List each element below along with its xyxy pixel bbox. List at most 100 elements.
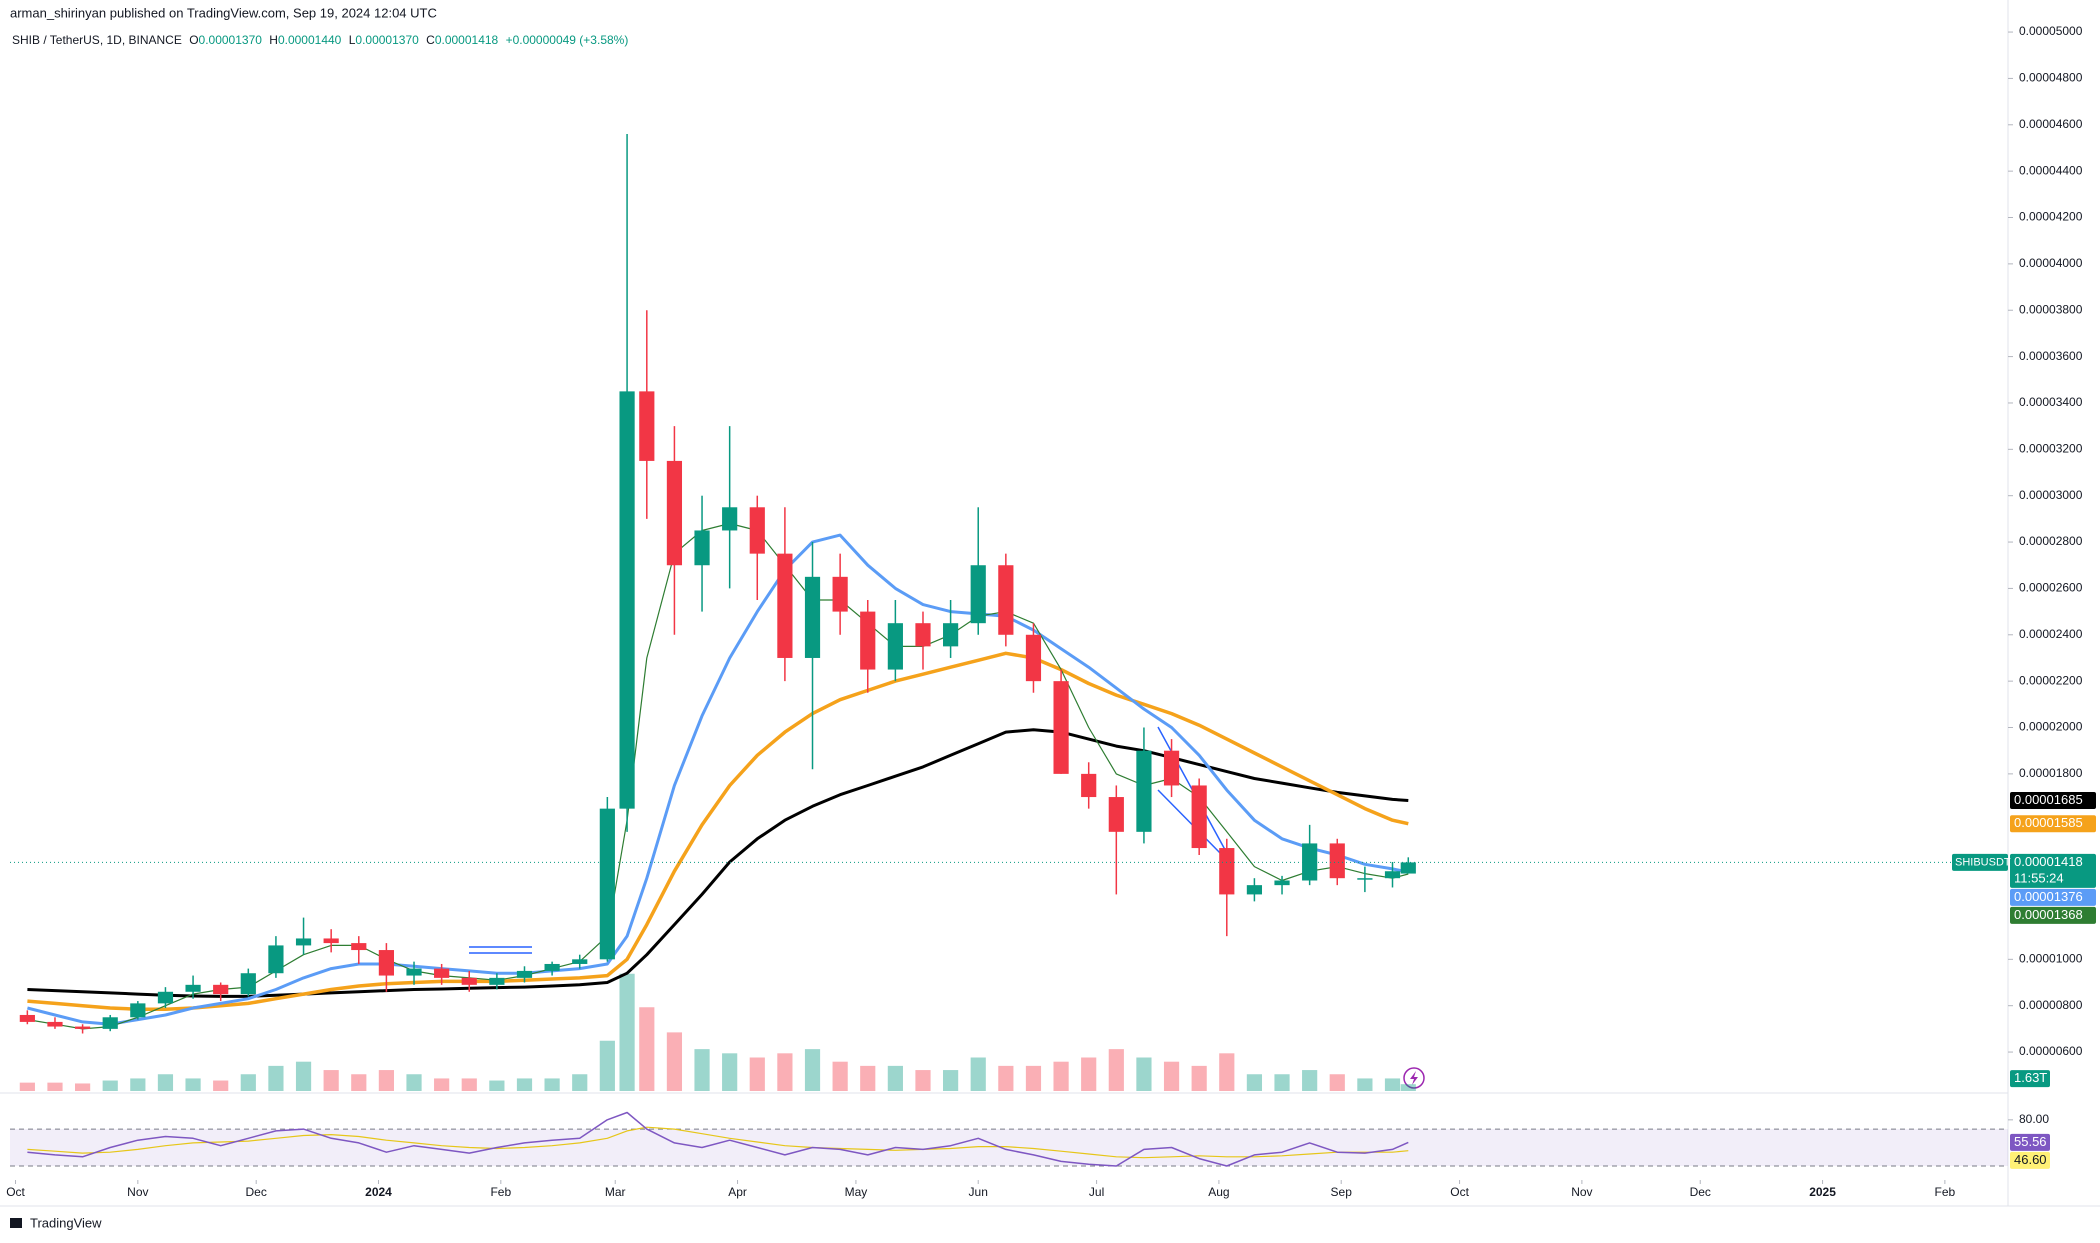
candle-body — [130, 1003, 146, 1018]
y-tick-label: 0.00002000 — [2019, 720, 2083, 734]
rsi-box-label: 55.56 — [2014, 1134, 2047, 1149]
volume-bar — [572, 1074, 588, 1091]
volume-bar — [434, 1078, 450, 1091]
volume-bar — [1081, 1057, 1097, 1091]
x-tick-label: Nov — [127, 1185, 148, 1199]
rsi-box-label: 46.60 — [2014, 1152, 2047, 1167]
candle-body — [860, 611, 876, 670]
y-tick-label: 0.00003400 — [2019, 395, 2083, 409]
y-tick-label: 0.00000600 — [2019, 1044, 2083, 1058]
ohlc-key: C — [426, 33, 435, 47]
candle-body — [1136, 750, 1152, 832]
volume-box — [2010, 1070, 2050, 1088]
volume-label: 1.63T — [2014, 1070, 2047, 1085]
y-tick-label: 0.00004400 — [2019, 163, 2083, 177]
candle-body — [915, 623, 931, 647]
price-box — [2010, 792, 2096, 810]
rsi-tick-label: 80.00 — [2019, 1112, 2049, 1126]
y-tick-label: 0.00000800 — [2019, 998, 2083, 1012]
x-tick-label: Oct — [6, 1185, 25, 1199]
candle-body — [666, 460, 683, 566]
y-tick-label: 0.00003800 — [2019, 302, 2083, 316]
y-tick-label: 0.00004800 — [2019, 71, 2083, 85]
candle-body — [1302, 843, 1318, 881]
logo-text: TradingView — [30, 1215, 102, 1230]
candle-body — [434, 968, 450, 978]
x-tick-label: Sep — [1331, 1185, 1353, 1199]
price-box-label: 0.00001368 — [2014, 907, 2083, 922]
candle-body — [832, 576, 848, 612]
volume-bar — [323, 1070, 339, 1091]
moving-average — [27, 728, 1409, 998]
ohlc-value: 0.00001370 — [355, 33, 419, 47]
volume-bar — [102, 1080, 118, 1091]
x-tick-label: Mar — [605, 1185, 626, 1199]
y-tick-label: 0.00005000 — [2019, 24, 2083, 38]
candle-body — [47, 1021, 63, 1027]
y-tick-label: 0.00002400 — [2019, 627, 2083, 641]
candle-body — [1163, 750, 1180, 786]
ohlc-key: L — [349, 33, 356, 47]
candle-body — [406, 968, 422, 976]
rsi-box — [2010, 1151, 2050, 1169]
candle-body — [295, 938, 312, 946]
x-tick-label: 2024 — [365, 1185, 392, 1199]
x-tick-label: Nov — [1571, 1185, 1592, 1199]
ohlc-key: O — [189, 33, 198, 47]
volume-bar — [970, 1057, 986, 1091]
volume-bar — [1108, 1049, 1124, 1091]
y-tick-label: 0.00002200 — [2019, 673, 2083, 687]
candle-body — [1274, 880, 1290, 886]
candle-body — [572, 959, 588, 964]
candle-body — [213, 984, 229, 995]
volume-bar — [639, 1007, 655, 1091]
candle-body — [1384, 871, 1401, 879]
y-tick-label: 0.00001000 — [2019, 951, 2083, 965]
ohlc-key: H — [269, 33, 278, 47]
volume-bar — [1136, 1057, 1152, 1091]
candle-body — [323, 938, 339, 944]
candle-body — [185, 984, 201, 992]
candle-body — [102, 1017, 118, 1029]
volume-bar — [722, 1053, 738, 1091]
volume-bar — [185, 1078, 201, 1091]
symbol: SHIB / TetherUS, 1D, BINANCE — [12, 33, 182, 47]
candle-body — [1357, 878, 1373, 880]
volume-bar — [213, 1080, 229, 1091]
x-tick-label: Dec — [246, 1185, 267, 1199]
volume-bar — [489, 1080, 505, 1091]
y-tick-label: 0.00002600 — [2019, 581, 2083, 595]
volume-bar — [544, 1078, 560, 1091]
candle-body — [804, 576, 821, 658]
x-tick-label: Feb — [1935, 1185, 1956, 1199]
volume-bar — [378, 1070, 394, 1091]
volume-bar — [1246, 1074, 1263, 1091]
volume-bar — [1025, 1065, 1042, 1091]
x-tick-label: Dec — [1690, 1185, 1711, 1199]
volume-bar — [461, 1078, 477, 1091]
volume-bar — [516, 1078, 533, 1091]
y-tick-label: 0.00004000 — [2019, 256, 2083, 270]
candle-body — [943, 623, 959, 647]
candle-body — [240, 973, 256, 995]
x-tick-label: Feb — [490, 1185, 511, 1199]
volume-bar — [1357, 1078, 1373, 1091]
candle-body — [599, 808, 615, 960]
candle-body — [887, 623, 903, 670]
ohlc-value: 0.00001440 — [278, 33, 342, 47]
y-tick-label: 0.00002800 — [2019, 534, 2083, 548]
y-tick-label: 0.00004200 — [2019, 210, 2083, 224]
volume-bar — [75, 1083, 91, 1091]
price-box — [2010, 888, 2096, 906]
volume-bar — [1053, 1061, 1069, 1091]
volume-bar — [157, 1074, 174, 1091]
candle-body — [75, 1026, 91, 1029]
candle-body — [1053, 681, 1069, 774]
rsi-ma-line — [27, 1126, 1409, 1159]
volume-bar — [1191, 1065, 1207, 1091]
candle-body — [1191, 785, 1207, 849]
ohlc-value: 0.00001418 — [435, 33, 499, 47]
x-tick-label: Aug — [1208, 1185, 1229, 1199]
published-note: arman_shirinyan published on TradingView… — [10, 5, 437, 20]
